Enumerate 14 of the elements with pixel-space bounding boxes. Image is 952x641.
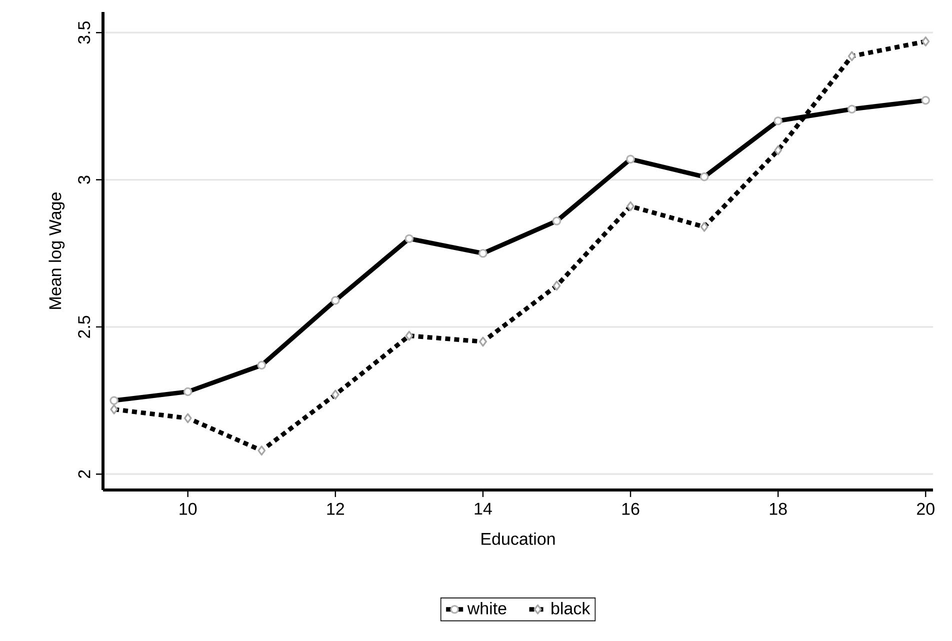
y-axis-title: Mean log Wage	[48, 192, 65, 309]
y-tick-label: 3	[78, 176, 90, 184]
x-tick-label: 18	[770, 502, 787, 515]
x-tick-label: 10	[180, 502, 197, 515]
x-axis-title: Education	[482, 532, 555, 545]
legend-label: white	[467, 602, 506, 614]
x-tick-label: 20	[917, 502, 934, 515]
y-tick-label: 2	[78, 470, 90, 478]
y-tick-label: 2.5	[78, 316, 90, 338]
y-tick-label: 3.5	[78, 22, 90, 44]
x-tick-label: 14	[474, 502, 492, 515]
x-tick-label: 12	[327, 502, 344, 515]
x-tick-label: 16	[622, 502, 640, 515]
legend-label: black	[552, 602, 590, 614]
